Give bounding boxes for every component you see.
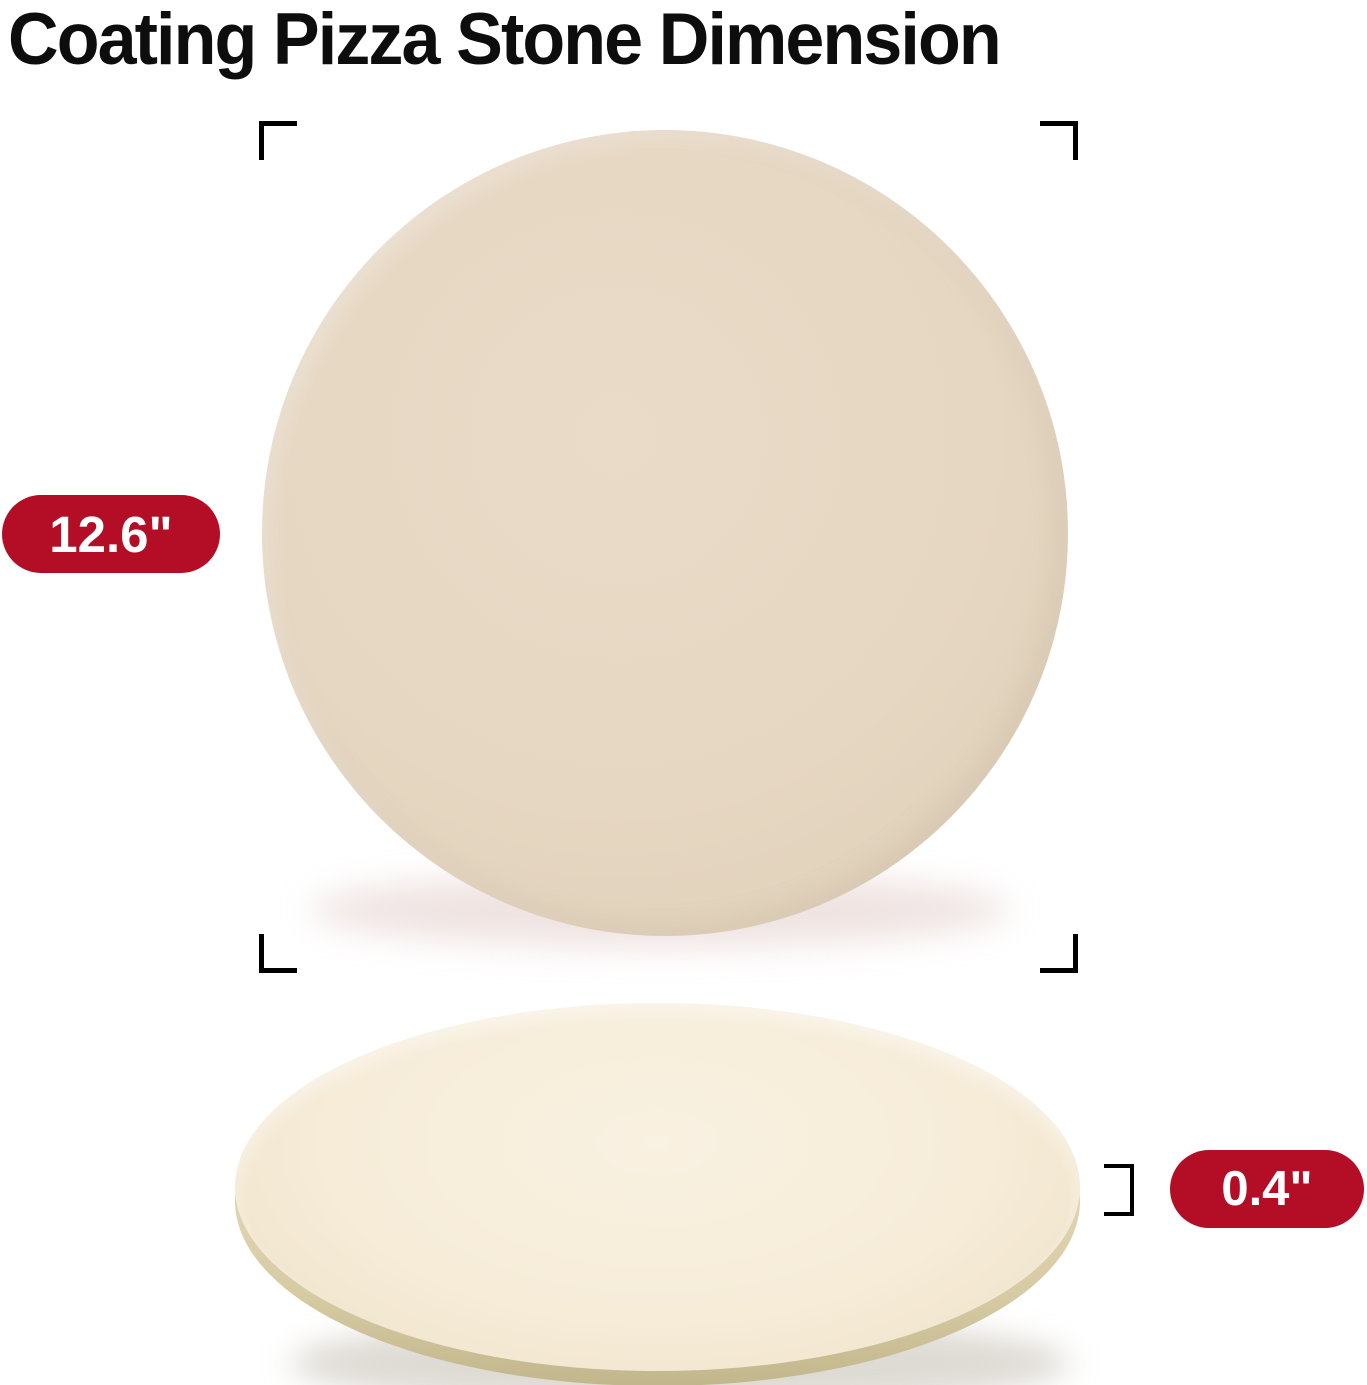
diameter-value: 12.6" bbox=[49, 505, 173, 563]
dimension-bracket-top-right-icon bbox=[1040, 121, 1078, 160]
diameter-badge: 12.6" bbox=[2, 495, 220, 573]
dimension-bracket-bottom-right-icon bbox=[1040, 934, 1078, 973]
pizza-stone-top-view bbox=[262, 130, 1068, 936]
dimension-bracket-top-left-icon bbox=[259, 121, 297, 160]
thickness-value: 0.4" bbox=[1221, 1162, 1313, 1216]
pizza-stone-side-view bbox=[235, 1003, 1080, 1371]
thickness-bracket-icon bbox=[1104, 1164, 1134, 1216]
dimension-bracket-bottom-left-icon bbox=[259, 934, 297, 973]
thickness-badge: 0.4" bbox=[1170, 1150, 1364, 1228]
page-title: Coating Pizza Stone Dimension bbox=[8, 0, 1002, 80]
